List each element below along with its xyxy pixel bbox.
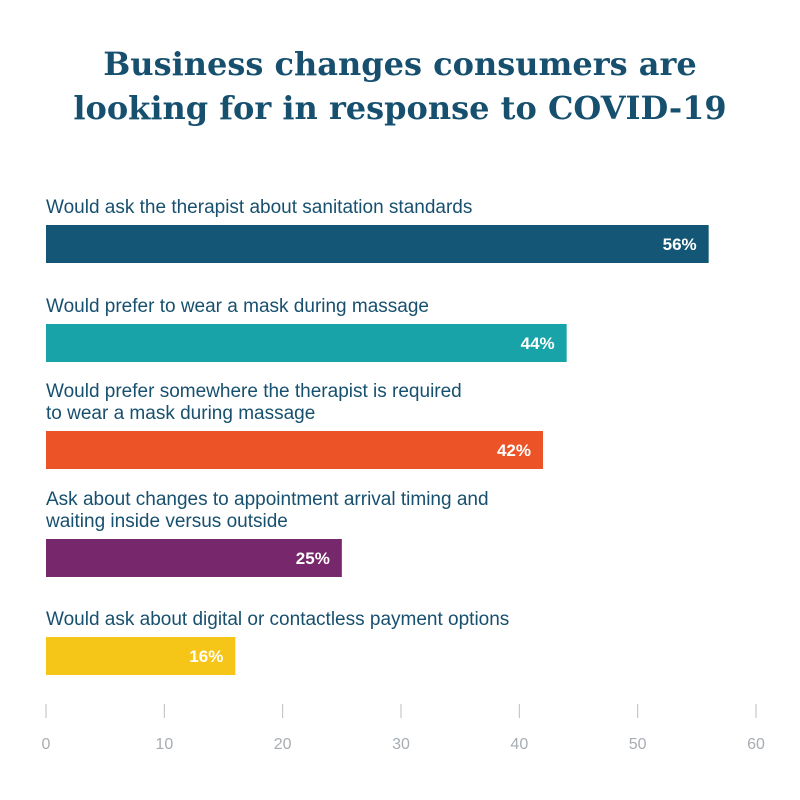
category-label: Would prefer to wear a mask during massa… — [46, 296, 429, 317]
x-tick-label: 20 — [274, 736, 292, 753]
value-label: 16% — [189, 647, 223, 666]
chart-title: Business changes consumers are looking f… — [40, 42, 760, 130]
bar-5 — [46, 637, 236, 675]
value-label: 44% — [521, 334, 555, 353]
category-label: Ask about changes to appointment arrival… — [46, 489, 489, 510]
x-tick-label: 10 — [155, 736, 173, 753]
value-label: 56% — [663, 235, 697, 254]
category-label: to wear a mask during massage — [46, 403, 315, 424]
x-tick-label: 40 — [510, 736, 528, 753]
value-label: 42% — [497, 441, 531, 460]
chart-title-line-1: Business changes consumers are — [103, 45, 697, 83]
x-tick-label: 60 — [747, 736, 765, 753]
category-label: Would ask the therapist about sanitation… — [46, 197, 472, 218]
category-label: waiting inside versus outside — [45, 511, 288, 532]
bar-4 — [46, 539, 342, 577]
category-label: Would ask about digital or contactless p… — [46, 609, 509, 630]
x-tick-label: 30 — [392, 736, 410, 753]
x-tick-label: 50 — [629, 736, 647, 753]
x-tick-label: 0 — [42, 736, 51, 753]
bar-1 — [46, 225, 709, 263]
bar-2 — [46, 324, 567, 362]
chart-title-line-2: looking for in response to COVID-19 — [73, 89, 727, 127]
value-label: 25% — [296, 549, 330, 568]
bar-3 — [46, 431, 543, 469]
category-label: Would prefer somewhere the therapist is … — [46, 381, 462, 402]
